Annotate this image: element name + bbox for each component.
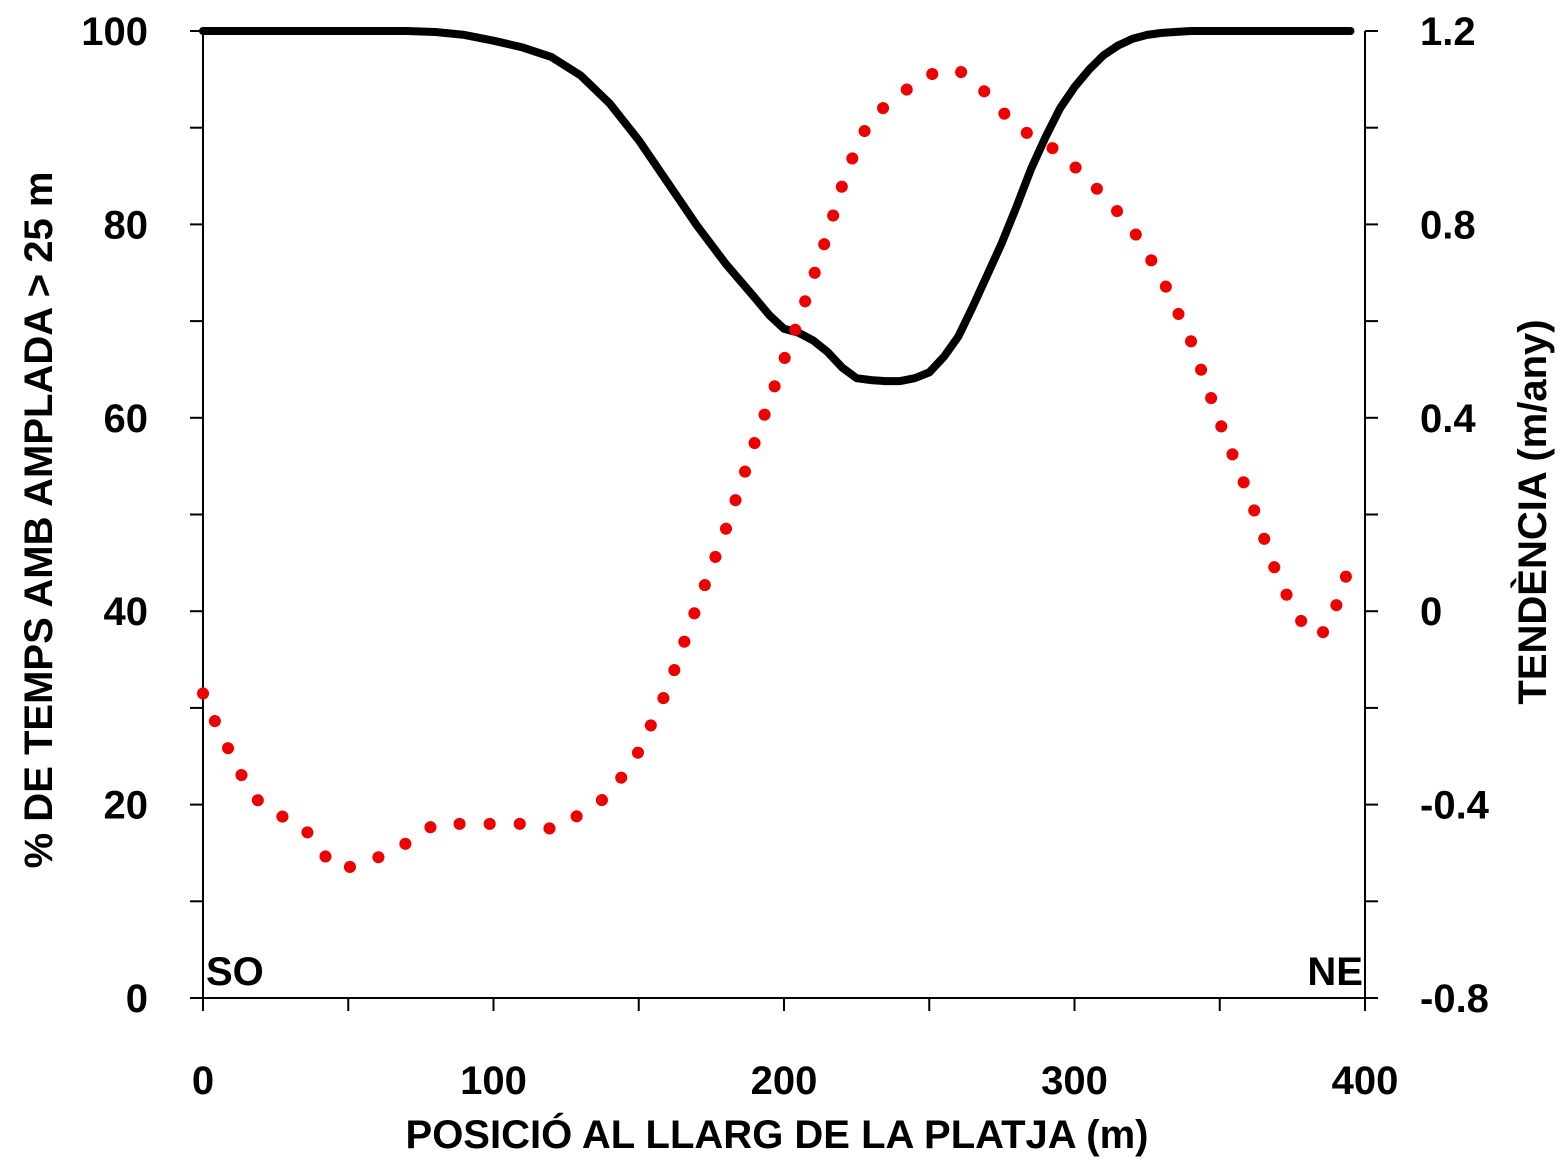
y-left-tick-label: 40 xyxy=(104,590,149,634)
y-right-tick-label: 0.8 xyxy=(1420,203,1476,247)
y-right-tick-label: 0.4 xyxy=(1420,397,1476,441)
x-tick-label: 300 xyxy=(1041,1059,1108,1103)
y-left-tick-label: 0 xyxy=(126,977,148,1021)
so-label: SO xyxy=(206,950,264,994)
y-right-tick-label: 1.2 xyxy=(1420,10,1476,54)
y-left-tick-label: 80 xyxy=(104,203,149,247)
y-left-tick-label: 20 xyxy=(104,784,149,828)
percent-series-line xyxy=(199,27,1355,386)
x-tick-label: 100 xyxy=(460,1059,527,1103)
x-tick-label: 200 xyxy=(751,1059,818,1103)
y-left-tick-label: 60 xyxy=(104,397,149,441)
trend-series-line xyxy=(197,63,1357,874)
x-tick-label: 0 xyxy=(192,1059,214,1103)
y-right-tick-label: -0.8 xyxy=(1420,977,1489,1021)
x-axis-label: POSICIÓ AL LLARG DE LA PLATJA (m) xyxy=(406,1111,1149,1157)
tick-labels: 0 100 200 300 400 0 20 40 60 80 100 -0.8 -0.4 0 0.4 0.8… xyxy=(81,10,1489,1103)
y-axis-right-label: TENDÈNCIA (m/any) xyxy=(1510,319,1555,704)
ne-label: NE xyxy=(1307,950,1363,994)
y-left-tick-label: 100 xyxy=(81,10,148,54)
y-right-tick-label: -0.4 xyxy=(1420,784,1490,828)
series-layer xyxy=(197,27,1357,874)
axis-ticks xyxy=(190,30,1378,1011)
y-axis-left-label: % DE TEMPS AMB AMPLADA > 25 m xyxy=(17,172,61,869)
x-tick-label: 400 xyxy=(1332,1059,1399,1103)
y-right-tick-label: 0 xyxy=(1420,590,1442,634)
